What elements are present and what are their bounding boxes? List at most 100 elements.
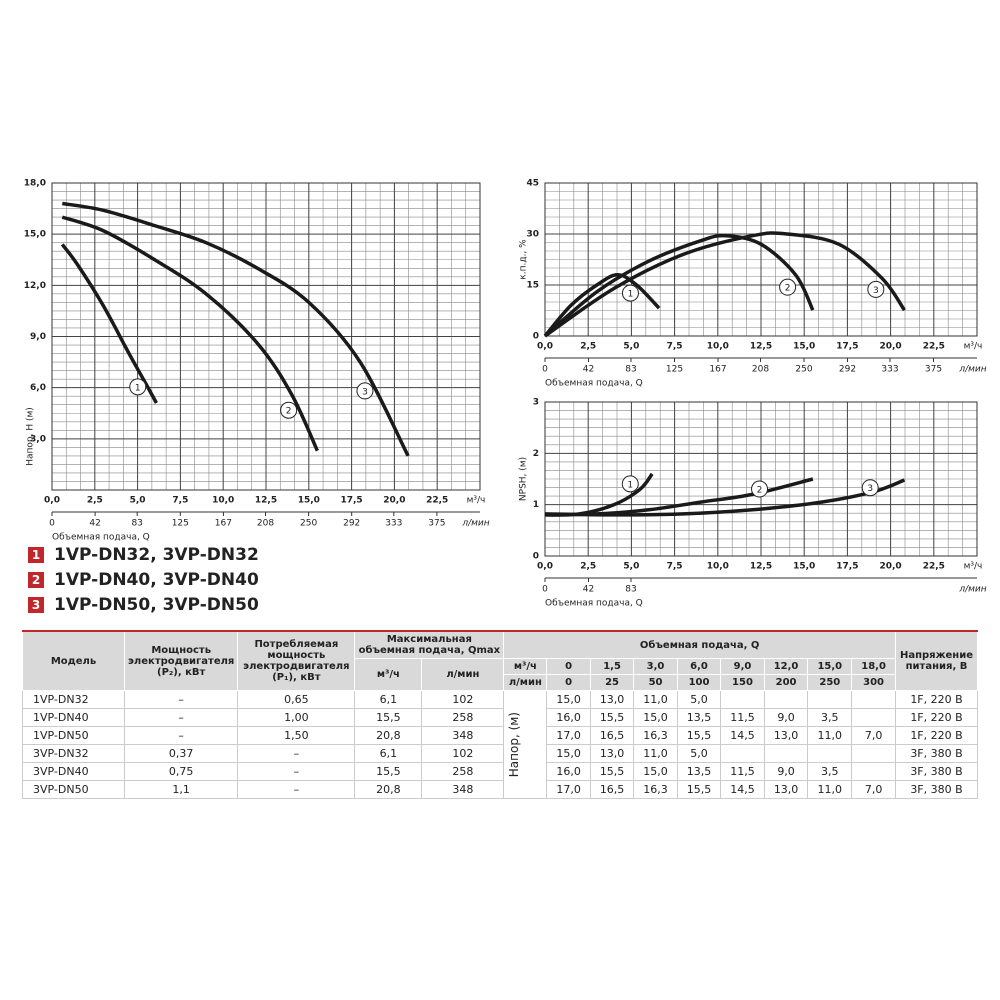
- head-label: Напор, (м): [507, 711, 522, 778]
- cell: 11,0: [807, 726, 853, 745]
- cell: 17,0: [546, 726, 591, 745]
- y-axis-label: NPSH, (м): [519, 457, 529, 501]
- cell: 13,0: [589, 690, 635, 709]
- cell: –: [123, 690, 239, 709]
- y-tick-label: 45: [526, 179, 539, 189]
- x-unit: м³/ч: [964, 562, 983, 572]
- curve-marker: [861, 479, 879, 497]
- cell: 15,0: [546, 690, 591, 709]
- x2-tick-label: 125: [666, 365, 683, 375]
- table-row: 1VP-DN50–1,50 20,8 348 17,0 16,5 16,3 15,5 14,5…: [22, 726, 978, 745]
- x2-tick-label: 42: [89, 519, 100, 529]
- cell: 1F, 220 В: [895, 708, 978, 727]
- x-tick-label: 20,0: [383, 496, 405, 506]
- cell: 1,1: [123, 780, 239, 799]
- cell: [763, 744, 809, 763]
- header-cell: л/мин: [503, 674, 548, 691]
- header-cell: 9,0: [720, 658, 765, 675]
- cell: 3VP-DN32: [22, 744, 125, 763]
- header-cell: м³/ч: [354, 658, 423, 691]
- table-row: 1VP-DN32–0,65 6,1 102 Напор, (м) 15,0 13,0 11,…: [22, 690, 978, 799]
- plot-border: [51, 182, 481, 491]
- table-row: 3VP-DN40 0,75–15,5 258 16,0 15,5 15,0 13,5 11,5…: [22, 762, 978, 781]
- cell: 20,8: [354, 780, 423, 799]
- y-tick-label: 12,0: [24, 281, 46, 291]
- x-unit: м³/ч: [467, 496, 486, 506]
- header-cell: л/мин: [421, 658, 505, 691]
- cell: 11,0: [633, 744, 678, 763]
- x-tick-label: 5,0: [130, 496, 146, 506]
- cell: [720, 744, 765, 763]
- cell: 5,0: [676, 744, 722, 763]
- curve-marker: [621, 475, 639, 493]
- header-cell: 15,0: [807, 658, 853, 675]
- cell: 16,5: [589, 726, 635, 745]
- x2-tick-label: 250: [795, 365, 812, 375]
- table-row: 3VP-DN50 1,1–20,8 348 17,0 16,5 16,3 15,5 14,5 1…: [22, 780, 978, 799]
- plot-border: [544, 182, 978, 337]
- header-cell: 1,5: [589, 658, 635, 675]
- cell: –: [237, 744, 356, 763]
- x2-tick-label: 167: [709, 365, 726, 375]
- header-cell: 50: [633, 674, 678, 691]
- cell: 1F, 220 В: [895, 690, 978, 709]
- x-axis-label: Объемная подача, Q: [545, 379, 643, 389]
- y-axis-label: Напор, Н (м): [26, 407, 36, 466]
- x-tick-label: 7,5: [667, 342, 683, 352]
- cell: 3F, 380 В: [895, 762, 978, 781]
- cell: 348: [421, 780, 505, 799]
- curve-marker-label: 2: [286, 407, 292, 417]
- header-cell: 150: [720, 674, 765, 691]
- x2-tick-label: 208: [257, 519, 274, 529]
- x2-tick-label: 375: [925, 365, 942, 375]
- x-tick-label: 15,0: [793, 342, 815, 352]
- cell: [851, 690, 896, 709]
- cell: 13,0: [763, 726, 809, 745]
- cell: 11,0: [633, 690, 678, 709]
- cell: –: [237, 762, 356, 781]
- spec-table: Модель Мощность электродвигателя (P₂), к…: [22, 630, 978, 799]
- x-tick-label: 5,0: [623, 342, 639, 352]
- cell: [851, 762, 896, 781]
- x2-tick-label: 167: [215, 519, 232, 529]
- x-unit: м³/ч: [964, 342, 983, 352]
- y-tick-label: 15,0: [24, 230, 46, 240]
- cell: 11,5: [720, 708, 765, 727]
- curve-marker-label: 3: [867, 484, 873, 494]
- header-cell: Мощность электродвигателя (P₂), кВт: [123, 630, 239, 691]
- curve: [543, 233, 815, 338]
- curve: [61, 215, 319, 452]
- cell: 3F, 380 В: [895, 744, 978, 763]
- table-row: 3VP-DN32 0,37–6,1 102 15,0 13,0 11,0 5,0 3F, 38…: [22, 744, 978, 763]
- cell: 6,1: [354, 744, 423, 763]
- x-tick-label: 20,0: [879, 342, 901, 352]
- header-cell: Напряжение питания, В: [895, 630, 978, 691]
- x-tick-label: 10,0: [707, 342, 729, 352]
- cell: 348: [421, 726, 505, 745]
- x-tick-label: 12,5: [750, 342, 772, 352]
- x-tick-label: 17,5: [836, 562, 858, 572]
- y-tick-label: 2: [533, 449, 539, 459]
- curve-marker: [280, 401, 298, 419]
- header-cell: м³/ч: [503, 658, 548, 675]
- cell: 1F, 220 В: [895, 726, 978, 745]
- header-cell: Максимальная объемная подача, Qmax: [354, 630, 505, 659]
- x-tick-label: 17,5: [836, 342, 858, 352]
- header-cell: Потребляемая мощность электродвигателя (…: [237, 630, 356, 691]
- x-tick-label: 5,0: [623, 562, 639, 572]
- header-cell: 250: [807, 674, 853, 691]
- y-tick-label: 6,0: [30, 383, 46, 393]
- curve: [60, 243, 158, 404]
- legend-item: 1 1VP-DN32, 3VP-DN32: [28, 545, 259, 565]
- y-tick-label: 30: [526, 230, 539, 240]
- x2-tick-label: 0: [542, 365, 548, 375]
- x-tick-label: 2,5: [580, 562, 596, 572]
- cell: 17,0: [546, 780, 591, 799]
- y-tick-label: 18,0: [24, 179, 46, 189]
- x-axis-label: Объемная подача, Q: [545, 599, 643, 609]
- head-label-cell: Напор, (м): [503, 690, 548, 799]
- cell: 0,75: [123, 762, 239, 781]
- cell: 1VP-DN40: [22, 708, 125, 727]
- curve-marker: [356, 382, 374, 400]
